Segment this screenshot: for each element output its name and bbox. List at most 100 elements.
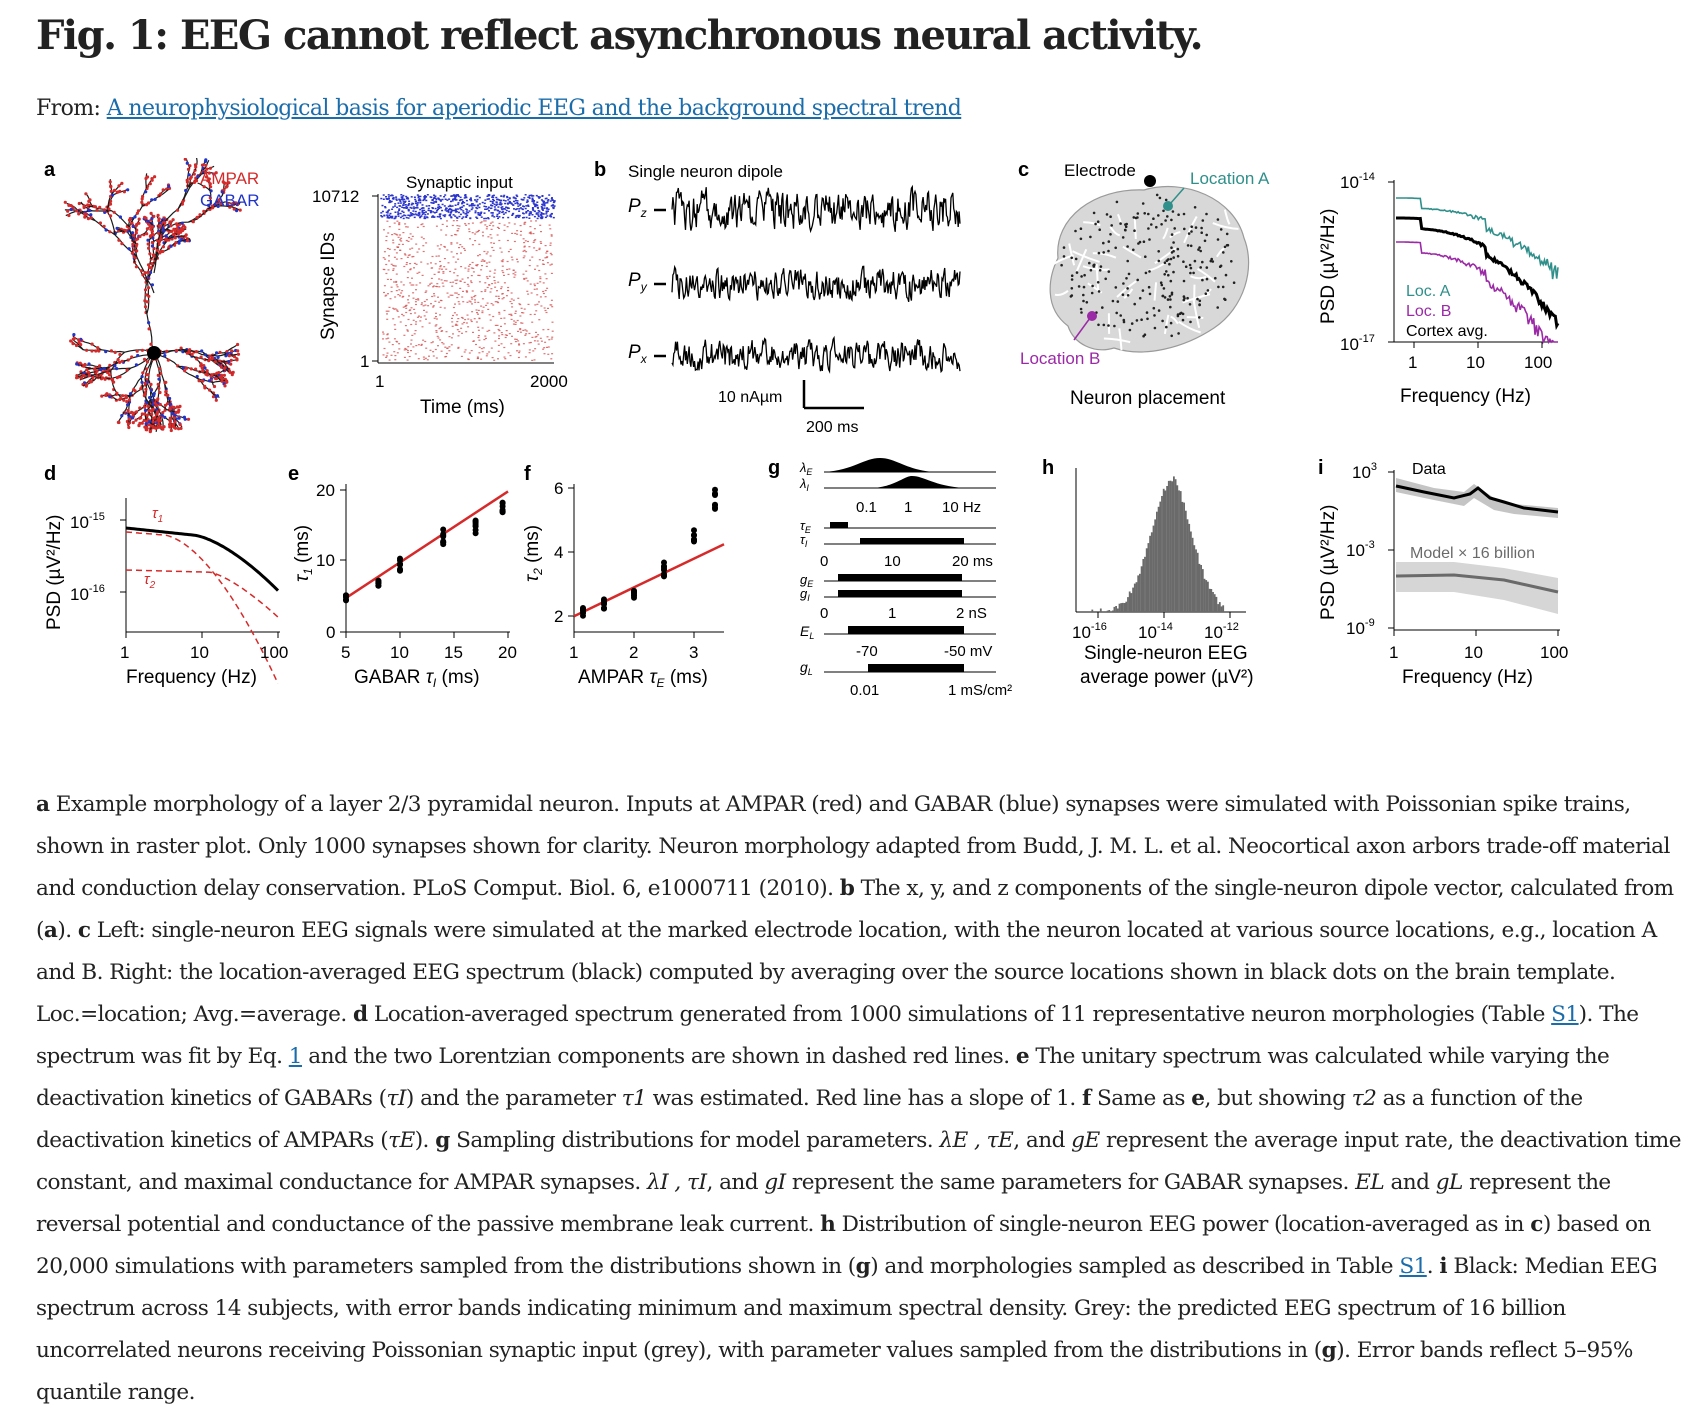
caption-panel-ref: g [1321,1338,1337,1363]
unitary-spectrum-chart: τ1 τ2 10-15 10-16 1 10 100 Frequency (Hz… [44,498,288,688]
caption-text: represent the same parameters for GABAR … [785,1170,1356,1195]
caption-text: Example morphology of a layer 2/3 pyrami… [36,792,1670,901]
scatter-point [661,567,667,573]
source-line: From: A neurophysiological basis for ape… [36,96,962,121]
g-gl-tick-2: 1 mS/cm² [948,682,1012,699]
histogram-bar [1115,606,1117,612]
g-lambda-i-dist [874,476,964,488]
g-el-tick-2: -50 mV [944,643,992,660]
raster-ytick-bottom: 1 [360,352,369,371]
caption-text: was estimated. Red line has a slope of 1… [646,1086,1082,1111]
i-ylabel: PSD (µV²/Hz) [1318,505,1339,620]
g-g-e-dist [838,574,962,581]
histogram-bar [1220,606,1223,612]
histogram-bar [1137,575,1140,612]
histogram-bar [1178,490,1180,612]
scatter-point [440,526,447,533]
histogram-bar [1135,582,1138,612]
caption-text: represent the reversal potential and con… [36,1170,1611,1237]
caption-panel-ref: i [1439,1254,1448,1279]
c-ylabel: PSD (µV²/Hz) [1318,209,1339,324]
histogram-bar [1201,569,1204,612]
location-a-label: Location A [1190,169,1270,188]
g-el-tick-1: -70 [856,643,878,660]
dipole-title: Single neuron dipole [628,162,783,181]
histogram-bar [1191,537,1194,612]
scatter-point [712,504,718,511]
histogram-bar [1123,603,1126,612]
caption-panel-ref: e [1191,1086,1205,1111]
i-xlabel: Frequency (Hz) [1402,667,1533,688]
dipole-trace-x [671,335,961,374]
histogram-bar [1106,610,1109,612]
i-xtick-1: 1 [1389,643,1398,662]
source-article-link[interactable]: A neurophysiological basis for aperiodic… [106,96,962,121]
scatter-point [712,490,718,497]
h-xlabel-line2: average power (µV²) [1080,667,1254,688]
histogram-bar [1130,593,1133,612]
spectrum-loc-b [1396,241,1558,345]
g-g-tick-1: 0 [820,605,828,622]
d-ytick-top: 10-15 [70,511,105,532]
data-median [1395,484,1559,514]
trace-label-y: Py [628,270,648,294]
histogram-bar [1139,573,1141,612]
histogram-bar [1162,488,1165,612]
histogram-bar [1108,610,1111,612]
caption-panel-ref: d [353,1002,368,1027]
data-error-band [1396,478,1558,518]
panel-letter-e: e [288,463,299,485]
scatter-point [397,555,403,562]
h-xtick-2: 10-14 [1138,621,1173,642]
neuron-placement-label: Neuron placement [1070,388,1226,409]
histogram-bar [1210,589,1213,612]
from-label: From: [36,96,101,121]
histogram-bar [1111,610,1114,612]
h-xtick-1: 10-16 [1072,621,1107,642]
histogram-bar [1212,592,1214,612]
panel-letter-i: i [1318,457,1324,479]
panel-letter-d: d [44,463,56,485]
lorentzian-tau1 [125,531,279,684]
histogram-bar [1173,476,1175,612]
raster-xtick-left: 1 [375,372,384,391]
scatter-point [472,523,479,529]
caption-math: τI [386,1086,407,1111]
scatter-point [499,499,506,506]
histogram-bar [1113,606,1116,612]
f-ytick-6: 6 [554,479,563,498]
histogram-bar [1195,549,1197,612]
e-xtick-5: 5 [341,643,350,662]
scatter-point [601,599,607,606]
i-data-label: Data [1412,461,1446,478]
panel-letter-g: g [768,457,780,479]
scatter-point [440,532,447,539]
scatter-point [499,508,506,514]
spectrum-loc-a [1396,197,1559,280]
e-ytick-20: 20 [316,481,335,500]
panel-letter-a: a [44,159,56,181]
legend-gabar: GABAR [200,191,260,210]
g-tau-e: τE [800,518,812,535]
histogram-bar [1208,588,1211,612]
c-xlabel: Frequency (Hz) [1400,386,1531,407]
g-gl-tick-1: 0.01 [850,682,879,699]
histogram-bar [1140,566,1143,612]
histogram-bar [1159,501,1162,612]
figure-panels: a b c d e f g h i AMPAR GABAR Synaptic i… [44,158,1568,699]
parameter-distributions: λE λI 0.1 1 10 Hz τE τI 0 10 20 ms gE gI… [799,458,1012,699]
raster-xtick-right: 2000 [530,372,568,391]
caption-link[interactable]: 1 [288,1044,303,1069]
histogram-bar [1145,548,1148,612]
caption-link[interactable]: S1 [1399,1254,1427,1279]
caption-text: and the two Lorentzian components are sh… [301,1044,1016,1069]
e-xtick-20: 20 [498,643,517,662]
histogram-bar [1166,486,1168,612]
histogram-bar [1132,587,1134,612]
histogram-bar [1205,580,1208,612]
histogram-bar [1181,501,1184,612]
caption-panel-ref: c [1530,1212,1543,1237]
g-el: EL [800,623,814,641]
scatter-point [601,605,607,611]
caption-link[interactable]: S1 [1551,1002,1579,1027]
